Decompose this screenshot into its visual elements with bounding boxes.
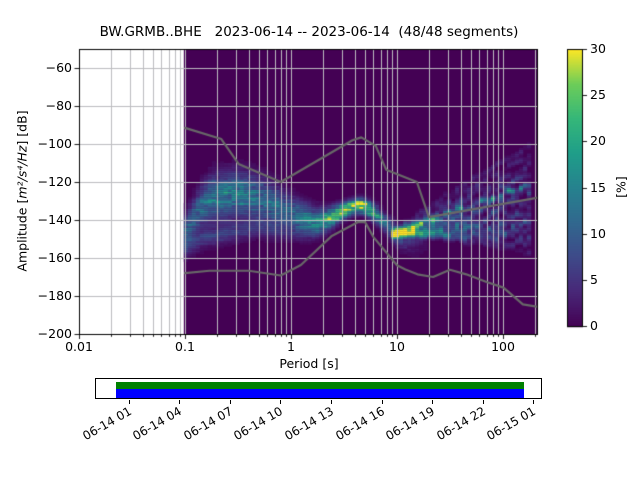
timeline-tick [128, 399, 130, 404]
y-axis-label-units: m²/s⁴/Hz [14, 145, 30, 199]
y-tick-label: −140 [37, 212, 72, 227]
y-tick-label: −60 [45, 60, 72, 75]
timeline-tick [179, 399, 181, 404]
x-tick-label: 0.1 [175, 339, 195, 354]
y-tick-label: −160 [37, 250, 72, 265]
timeline-data-availability-bar [116, 381, 524, 389]
timeline-tick [280, 399, 282, 404]
y-axis-label: Amplitude [m²/s⁴/Hz] [dB] [15, 110, 30, 271]
timeline-tick [533, 399, 535, 404]
y-tick-label: −180 [37, 288, 72, 303]
y-tick-label: −100 [37, 136, 72, 151]
page-title: BW.GRMB..BHE 2023-06-14 -- 2023-06-14 (4… [99, 24, 519, 40]
x-axis-label: Period [s] [279, 356, 339, 371]
x-tick-label: 10 [389, 339, 405, 354]
colorbar-tick-label: 30 [590, 41, 606, 56]
colorbar-tick-label: 25 [590, 87, 606, 103]
timeline-coverage-box [95, 378, 542, 399]
y-tick-label: −200 [37, 326, 72, 341]
colorbar-label: [%] [613, 176, 629, 198]
x-tick-label: 1 [287, 339, 295, 354]
timeline-tick [432, 399, 434, 404]
colorbar-tick-label: 10 [590, 225, 606, 241]
y-tick-label: −80 [45, 98, 72, 113]
timeline-segment-coverage-bar [116, 388, 524, 398]
x-tick-label: 0.01 [65, 339, 93, 354]
timeline-tick [482, 399, 484, 404]
colorbar-tick-label: 20 [590, 133, 606, 149]
x-tick-label: 100 [491, 339, 515, 354]
colorbar-tick-label: 5 [590, 271, 598, 287]
colorbar-tick-label: 15 [590, 179, 606, 195]
timeline-tick [330, 399, 333, 404]
timeline-tick [229, 399, 231, 404]
timeline-tick [381, 399, 383, 404]
y-tick-label: −120 [37, 174, 72, 189]
colorbar-tick-label: 0 [590, 318, 598, 333]
